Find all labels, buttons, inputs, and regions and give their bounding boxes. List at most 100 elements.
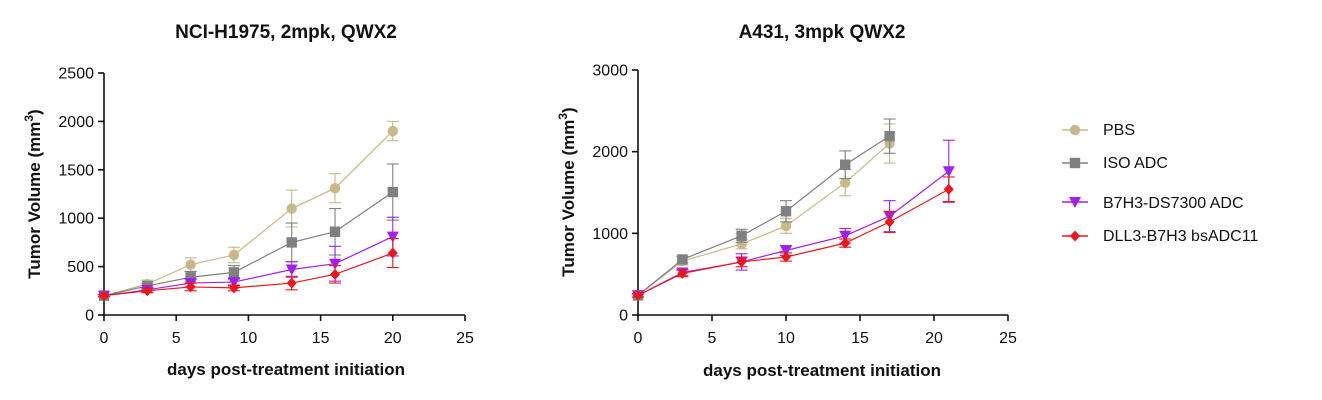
series-dll3-b7h3-bsadc11 [98, 237, 399, 302]
x-tick-label: 15 [851, 330, 869, 347]
series-dll3-b7h3-bsadc11 [632, 176, 955, 301]
x-tick-label: 5 [172, 330, 181, 347]
data-point [781, 251, 791, 263]
series-pbs [98, 120, 399, 301]
data-point [736, 256, 747, 268]
data-point [330, 268, 341, 280]
chart-nci-h1975: NCI-H1975, 2mpk, QWX2 days post-treatmen… [22, 22, 474, 379]
y-tick-label: 500 [67, 259, 94, 276]
data-point [780, 206, 792, 217]
x-tick-label: 25 [999, 330, 1017, 347]
data-point [142, 285, 153, 297]
y-axis-label: Tumor Volume (mm3) [556, 107, 578, 276]
plot-area [98, 120, 399, 302]
legend-marker-dll3-b7h3-bsadc11 [1062, 230, 1088, 242]
legend: PBS ISO ADC B7H3-DS7300 ADC DLL3-B7H3 bs… [1062, 122, 1258, 245]
legend-item-pbs: PBS [1062, 122, 1135, 139]
y-axis-label-superscript: 3 [556, 113, 570, 120]
x-tick-label: 10 [777, 330, 795, 347]
data-point [677, 254, 688, 265]
data-point [286, 203, 297, 214]
data-point [677, 267, 688, 279]
x-tick-label: 15 [312, 330, 330, 347]
data-point [285, 264, 298, 276]
series-line [637, 143, 890, 296]
data-point [387, 247, 398, 259]
data-point [633, 289, 643, 301]
data-point [780, 220, 792, 232]
axes: 0 1000 2000 3000 0 5 10 15 20 25 [592, 63, 1017, 348]
data-point [943, 183, 954, 195]
x-tick-label: 5 [708, 330, 717, 347]
y-tick-label: 2000 [592, 144, 628, 161]
legend-marker-b7h3-ds7300-adc [1062, 197, 1088, 208]
data-point [780, 245, 792, 257]
x-axis-label: days post-treatment initiation [703, 361, 941, 380]
legend-label: ISO ADC [1103, 155, 1168, 172]
data-point [185, 281, 196, 293]
series-line [637, 135, 890, 296]
y-tick-label: 1000 [592, 226, 628, 243]
data-point [286, 237, 297, 248]
y-tick-label: 0 [619, 308, 628, 325]
y-axis-label-text: Tumor Volume (mm [25, 122, 44, 279]
data-point [840, 159, 851, 170]
data-point [840, 177, 851, 188]
x-tick-label: 0 [100, 330, 109, 347]
legend-item-b7h3-ds7300-adc: B7H3-DS7300 ADC [1062, 195, 1244, 212]
series-pbs [632, 123, 896, 301]
y-axis-label: Tumor Volume (mm3) [22, 109, 44, 278]
chart-title: NCI-H1975, 2mpk, QWX2 [175, 22, 397, 43]
plot-area [632, 118, 955, 302]
y-tick-label: 2500 [58, 66, 94, 83]
y-tick-label: 3000 [592, 63, 628, 80]
data-point [736, 238, 747, 250]
legend-label: B7H3-DS7300 ADC [1103, 195, 1244, 212]
data-point [329, 182, 341, 194]
data-point [942, 166, 955, 178]
data-point [286, 277, 297, 289]
y-tick-label: 2000 [58, 114, 94, 131]
data-point [228, 282, 239, 294]
data-point [884, 216, 895, 228]
y-axis-label-close: ) [25, 109, 44, 115]
y-tick-label: 1500 [58, 162, 94, 179]
data-point [228, 267, 240, 278]
legend-marker [1069, 124, 1081, 136]
data-point [386, 231, 399, 243]
data-point [387, 125, 398, 137]
x-tick-label: 10 [240, 330, 258, 347]
chart-title: A431, 3mpk QWX2 [739, 22, 906, 43]
data-point [884, 130, 895, 142]
data-point [329, 226, 341, 237]
data-point [228, 249, 240, 261]
data-point [99, 290, 109, 302]
series-iso-adc [632, 118, 896, 301]
x-tick-label: 20 [925, 330, 943, 347]
data-point [840, 237, 851, 249]
data-point [387, 186, 398, 198]
x-tick-label: 0 [634, 330, 643, 347]
data-point [839, 230, 852, 242]
data-point [329, 258, 342, 270]
data-point [185, 259, 196, 270]
y-axis-label-superscript: 3 [22, 115, 36, 122]
y-tick-label: 1000 [58, 211, 94, 228]
y-tick-label: 0 [85, 308, 94, 325]
legend-marker [1069, 157, 1081, 169]
legend-marker-iso-adc [1062, 157, 1088, 169]
series-line [103, 130, 394, 297]
legend-marker-pbs [1062, 124, 1088, 136]
legend-marker [1070, 230, 1080, 242]
legend-item-dll3-b7h3-bsadc11: DLL3-B7H3 bsADC11 [1062, 228, 1258, 245]
y-axis-label-close: ) [559, 107, 578, 113]
chart-a431: A431, 3mpk QWX2 days post-treatment init… [556, 22, 1017, 380]
x-axis-label: days post-treatment initiation [167, 360, 405, 379]
legend-label: PBS [1103, 122, 1135, 139]
data-point [736, 230, 747, 241]
legend-item-iso-adc: ISO ADC [1062, 155, 1168, 172]
legend-marker [1069, 197, 1081, 208]
axes: 0 500 1000 1500 2000 2500 0 5 10 15 20 25 [58, 66, 474, 348]
legend-label: DLL3-B7H3 bsADC11 [1103, 228, 1258, 245]
